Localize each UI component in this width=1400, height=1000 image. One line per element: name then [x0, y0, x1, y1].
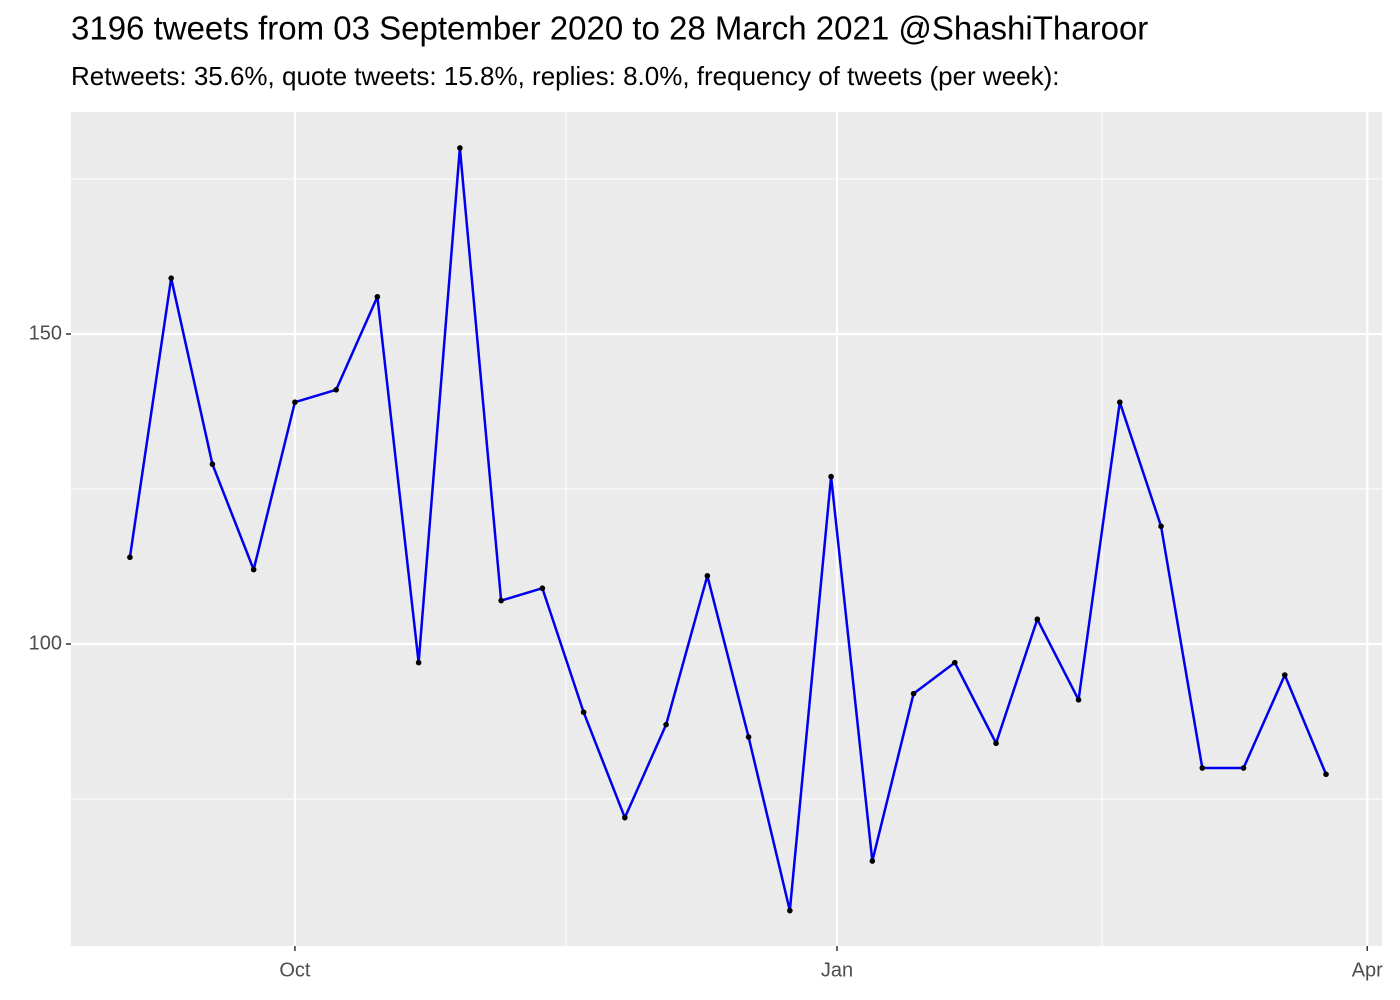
y-tick-label: 100 — [29, 632, 62, 654]
plot-panel — [71, 112, 1382, 946]
data-line — [128, 146, 1328, 912]
data-point — [250, 566, 257, 573]
data-point — [622, 814, 628, 821]
data-point — [952, 659, 958, 666]
data-point — [498, 597, 504, 604]
data-point — [127, 554, 133, 561]
data-point — [787, 907, 793, 914]
data-point — [1240, 765, 1247, 771]
data-point — [663, 721, 669, 728]
data-point — [209, 461, 216, 468]
data-point — [292, 399, 298, 405]
data-point — [333, 386, 339, 393]
data-point — [1281, 672, 1288, 678]
x-tick-label: Apr — [1352, 959, 1383, 981]
data-point — [1034, 616, 1041, 623]
data-point — [1199, 765, 1206, 771]
x-tick-label: Jan — [821, 959, 853, 981]
data-point — [910, 690, 917, 697]
data-point — [1075, 697, 1082, 703]
data-point — [580, 709, 587, 716]
data-point — [415, 659, 422, 666]
data-point — [869, 858, 876, 864]
data-point — [457, 145, 463, 151]
data-point — [539, 585, 546, 592]
x-tick-label: Oct — [279, 959, 311, 981]
data-point — [374, 293, 381, 300]
data-point — [1158, 523, 1164, 530]
chart-title: 3196 tweets from 03 September 2020 to 28… — [71, 10, 1148, 47]
data-point — [745, 734, 752, 740]
chart-subtitle: Retweets: 35.6%, quote tweets: 15.8%, re… — [71, 61, 1060, 91]
data-point — [828, 473, 834, 480]
data-point — [993, 740, 999, 747]
data-point — [704, 573, 711, 579]
y-tick-label: 150 — [29, 322, 62, 344]
data-point — [168, 275, 174, 281]
data-point — [1117, 399, 1123, 405]
data-point — [1323, 771, 1329, 778]
